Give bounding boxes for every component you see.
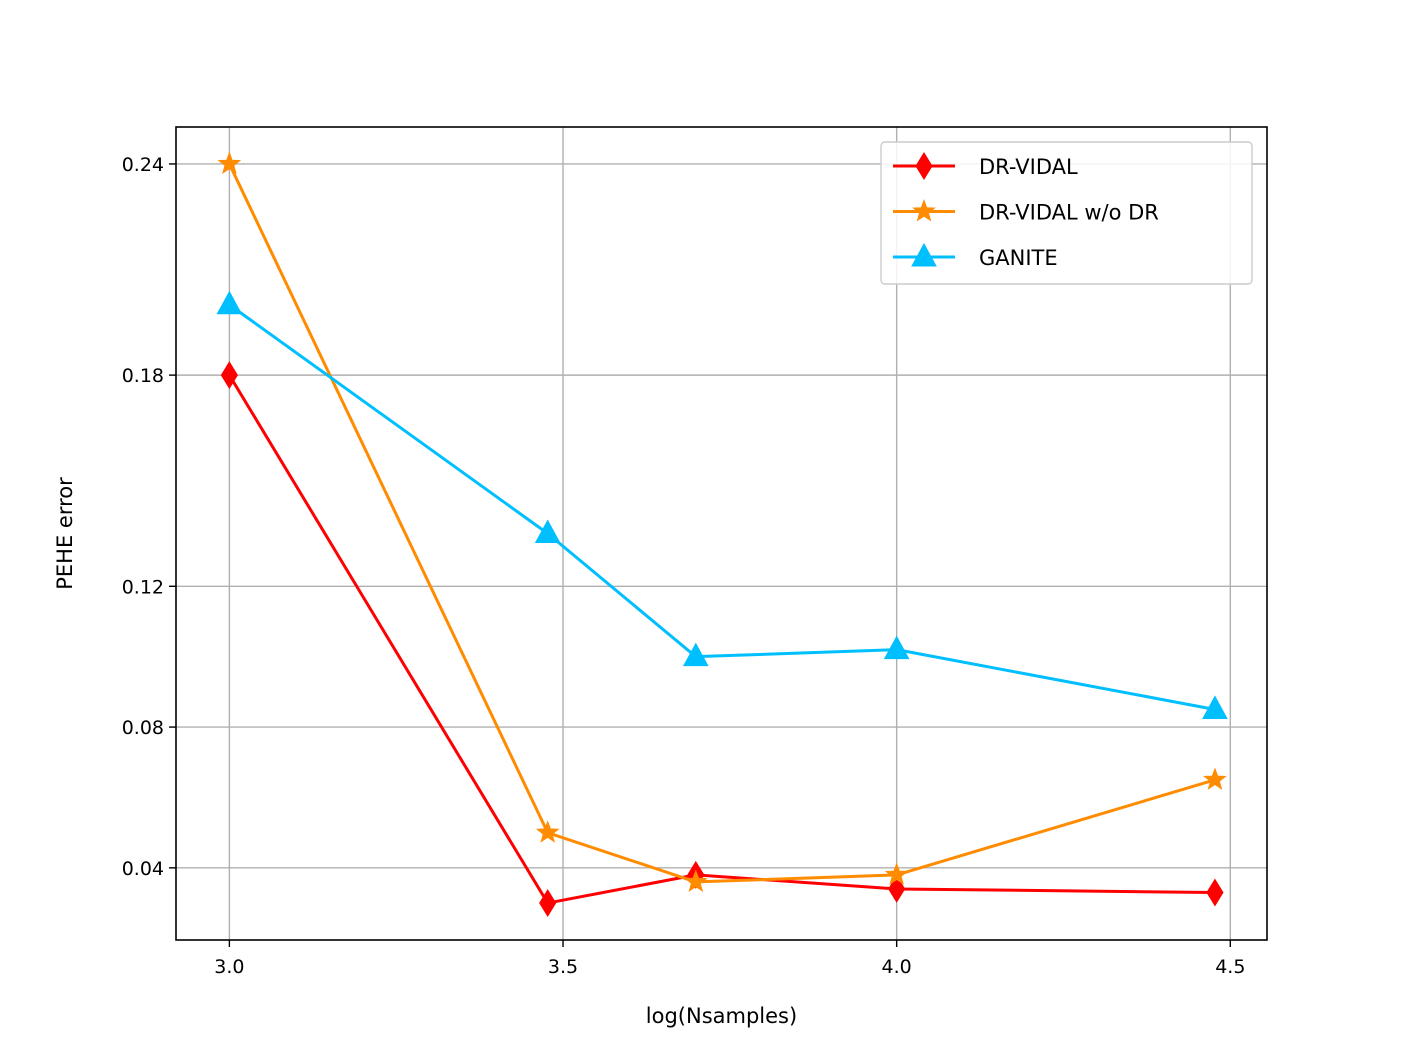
data-point-ganite bbox=[883, 635, 910, 660]
data-point-dr-vidal-w-o-dr bbox=[217, 151, 242, 175]
legend-marker bbox=[911, 242, 937, 267]
data-point-dr-vidal-w-o-dr bbox=[1203, 767, 1227, 790]
series-dr-vidal bbox=[220, 361, 1224, 917]
x-axis-label: log(Nsamples) bbox=[646, 1004, 797, 1028]
data-point-dr-vidal-w-o-dr bbox=[884, 862, 909, 885]
legend-label: DR-VIDAL w/o DR bbox=[979, 201, 1159, 225]
legend-item: DR-VIDAL bbox=[893, 152, 1078, 180]
series-layer bbox=[216, 151, 1228, 917]
series-dr-vidal-w-o-dr bbox=[217, 151, 1227, 892]
legend-marker bbox=[915, 152, 933, 180]
legend-label: DR-VIDAL bbox=[979, 155, 1078, 179]
y-axis: 0.04 0.08 0.12 0.18 0.24 bbox=[122, 154, 176, 880]
x-tick-label: 3.0 bbox=[214, 956, 244, 978]
data-point-ganite bbox=[1202, 695, 1228, 719]
legend-item: GANITE bbox=[893, 242, 1058, 270]
y-tick-label: 0.08 bbox=[122, 717, 164, 739]
data-point-dr-vidal bbox=[1206, 878, 1224, 907]
y-tick-label: 0.04 bbox=[122, 858, 164, 880]
data-point-dr-vidal bbox=[539, 889, 557, 917]
data-point-dr-vidal-w-o-dr bbox=[535, 820, 560, 843]
data-point-ganite bbox=[216, 290, 243, 315]
series-line-ganite bbox=[228, 303, 1216, 711]
data-point-ganite bbox=[682, 642, 709, 667]
x-axis: 3.0 3.5 4.0 4.5 bbox=[214, 940, 1245, 978]
plot-frame bbox=[175, 126, 1268, 941]
x-tick-label: 4.5 bbox=[1215, 956, 1245, 978]
y-tick-label: 0.24 bbox=[122, 154, 164, 176]
y-tick-label: 0.18 bbox=[122, 365, 164, 387]
data-point-dr-vidal-w-o-dr bbox=[683, 869, 708, 892]
y-tick-label: 0.12 bbox=[122, 576, 164, 598]
legend: DR-VIDAL DR-VIDAL w/o DR GANITE bbox=[880, 141, 1253, 285]
legend-box bbox=[880, 141, 1253, 285]
y-axis-label: PEHE error bbox=[53, 477, 77, 590]
data-point-dr-vidal bbox=[220, 361, 238, 390]
series-ganite bbox=[216, 290, 1228, 719]
data-point-ganite bbox=[534, 519, 561, 543]
legend-marker bbox=[912, 199, 936, 222]
x-tick-label: 3.5 bbox=[548, 956, 578, 978]
x-tick-label: 4.0 bbox=[882, 956, 912, 978]
legend-item: DR-VIDAL w/o DR bbox=[893, 199, 1159, 225]
legend-label: GANITE bbox=[979, 246, 1058, 270]
